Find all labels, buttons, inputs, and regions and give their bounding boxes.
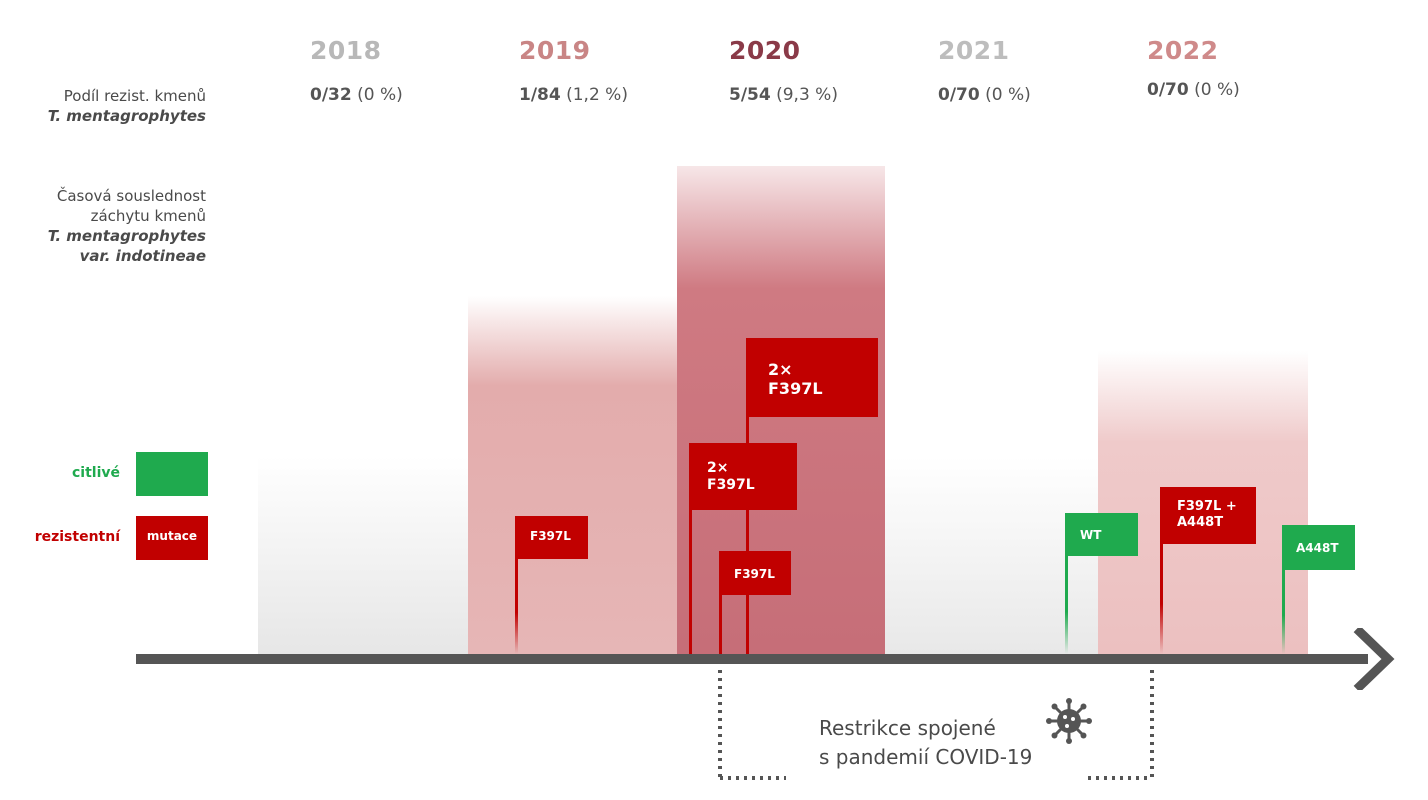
year-2018: 2018 <box>310 36 382 65</box>
ratio-2018: 0/32 (0 %) <box>310 85 403 105</box>
flag-2020-2x-f397l-mid: 2× F397L <box>691 443 797 510</box>
timeline-axis <box>136 654 1368 664</box>
legend-resistant-label: rezistentní <box>34 529 120 545</box>
flag-pole-2022-wt <box>1065 513 1068 654</box>
virus-icon <box>1046 698 1092 744</box>
timeline-arrow-head <box>1353 628 1395 690</box>
ratio-2019: 1/84 (1,2 %) <box>519 85 628 105</box>
year-2022: 2022 <box>1147 36 1219 65</box>
column-2021 <box>885 456 1098 656</box>
column-2019 <box>468 296 677 656</box>
flag-pole-2020b <box>689 443 692 654</box>
flag-pole-2022-mut <box>1160 487 1163 654</box>
flag-pole-2020c <box>719 551 722 654</box>
pandemic-bracket <box>718 670 1154 780</box>
flag-2022-a448t: A448T <box>1284 525 1355 570</box>
legend-sensitive-box <box>136 452 208 496</box>
column-2018 <box>258 456 468 656</box>
year-2020: 2020 <box>729 36 801 65</box>
row-label-resistance-share: Podíl rezist. kmenů T. mentagrophytes <box>47 87 206 125</box>
ratio-2021: 0/70 (0 %) <box>938 85 1031 105</box>
ratio-2020: 5/54 (9,3 %) <box>729 85 838 105</box>
year-2021: 2021 <box>938 36 1010 65</box>
pandemic-restrictions-note: Restrikce spojené s pandemií COVID-19 <box>819 716 1033 769</box>
flag-pole-2019 <box>515 516 518 654</box>
legend-sensitive-label: citlivé <box>71 465 120 481</box>
flag-2022-wt: WT <box>1067 513 1138 556</box>
year-2019: 2019 <box>519 36 591 65</box>
legend-resistant-box: mutace <box>136 516 208 560</box>
flag-2020-f397l-low: F397L <box>721 551 791 595</box>
flag-2019-f397l: F397L <box>517 516 588 559</box>
ratio-2022: 0/70 (0 %) <box>1147 80 1240 100</box>
flag-2022-f397l-a448t: F397L + A448T <box>1162 487 1256 544</box>
flag-pole-2022-a448 <box>1282 525 1285 654</box>
flag-2020-2x-f397l-top: 2× F397L <box>748 338 878 417</box>
row-label-sequence: Časová souslednost záchytu kmenů T. ment… <box>47 187 206 265</box>
